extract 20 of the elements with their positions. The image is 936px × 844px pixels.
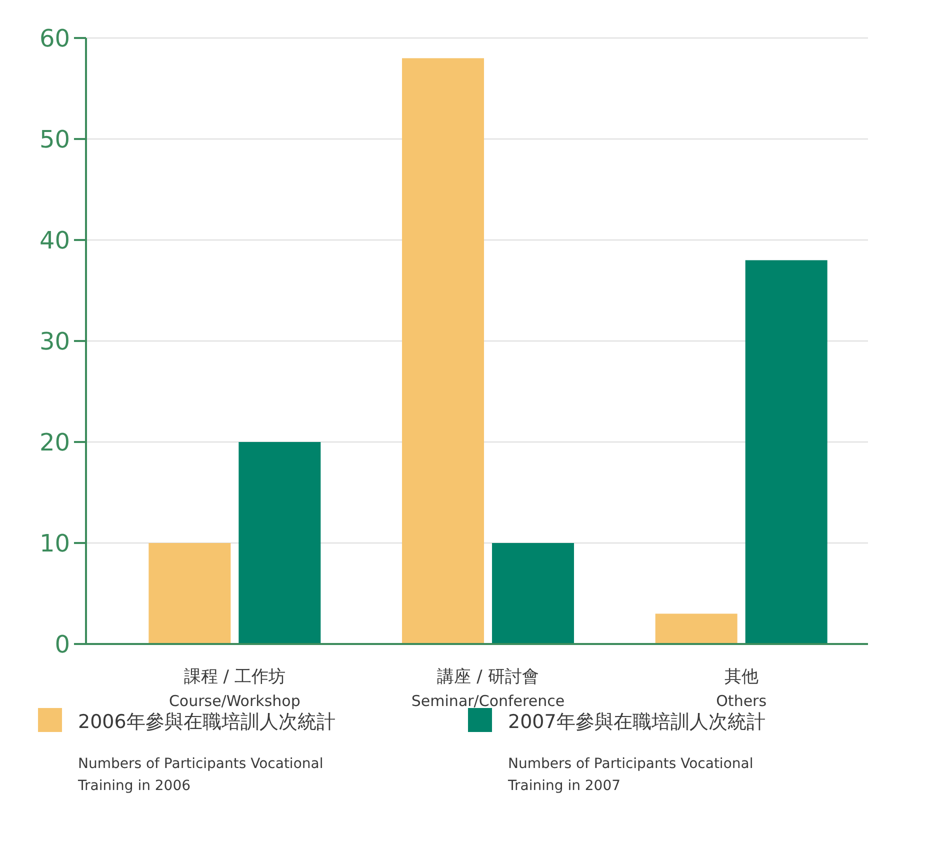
bar [745,260,828,644]
legend-label: 2007年參與在職培訓人次統計 [508,711,766,733]
y-tick-label: 60 [39,24,70,52]
bar [492,543,574,644]
bar [238,442,321,644]
x-tick-label: 講座 / 研討會 Seminar/Conference [411,667,565,710]
x-tick-label: 其他 Others [716,667,767,710]
y-tick-label: 10 [39,529,70,558]
y-tick-label: 20 [39,428,70,456]
text: Numbers of Participants Vocational Training in 2007 [507,756,754,794]
y-tick-label: 30 [39,327,70,356]
x-tick-label: 課程 / 工作坊 Course/Workshop [168,667,300,710]
legend-label: 2006年參與在職培訓人次統計 [78,711,336,733]
bar [655,614,738,644]
bar [148,543,231,644]
y-tick-label: 0 [54,630,70,658]
text: Numbers of Participants Vocational Training in 2006 [77,756,324,794]
y-tick-label: 40 [39,226,70,254]
y-tick-label: 50 [39,125,70,154]
bar [402,58,484,644]
